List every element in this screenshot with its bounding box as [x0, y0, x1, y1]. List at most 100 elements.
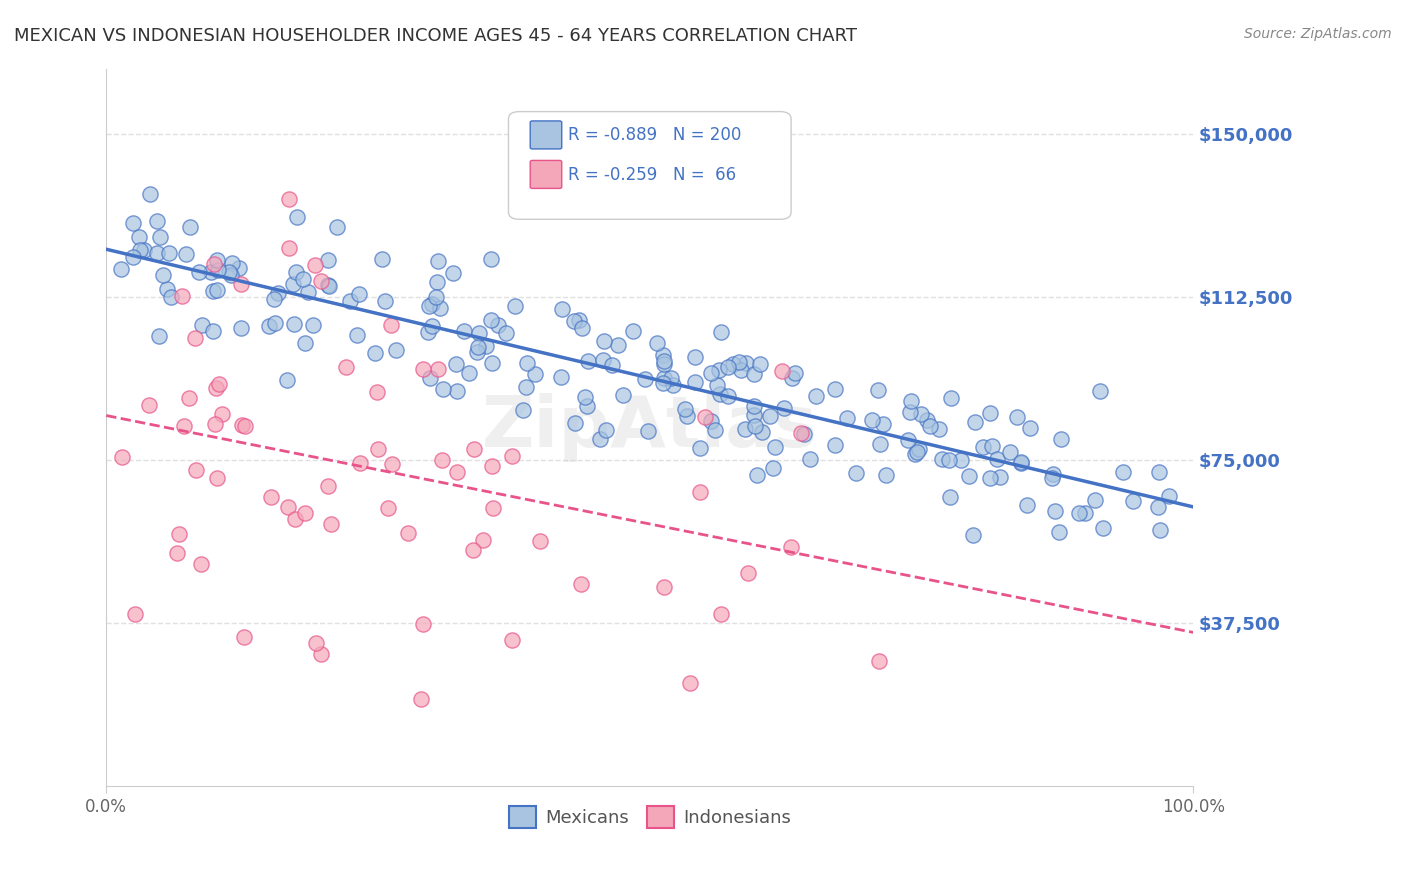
Point	[446, 384, 468, 399]
Point	[868, 654, 890, 668]
Point	[121, 250, 143, 264]
Point	[575, 400, 598, 414]
Point	[463, 442, 485, 456]
Point	[229, 277, 252, 291]
Point	[675, 409, 697, 423]
Point	[512, 402, 534, 417]
Point	[318, 278, 340, 293]
Point	[202, 257, 225, 271]
Point	[309, 648, 332, 662]
Point	[1088, 384, 1111, 398]
Point	[972, 440, 994, 454]
Point	[592, 334, 614, 348]
Point	[824, 382, 846, 396]
Point	[374, 294, 396, 309]
Point	[381, 457, 404, 471]
Point	[294, 336, 316, 351]
Point	[267, 286, 290, 301]
Point	[380, 318, 402, 332]
Point	[742, 408, 765, 422]
Point	[652, 376, 675, 390]
Point	[422, 297, 444, 311]
FancyBboxPatch shape	[530, 161, 562, 188]
Point	[938, 453, 960, 467]
Point	[475, 339, 498, 353]
Point	[568, 313, 591, 327]
Point	[897, 433, 920, 447]
Point	[1042, 467, 1064, 481]
Point	[988, 470, 1011, 484]
Point	[824, 438, 846, 452]
Point	[683, 376, 706, 390]
Point	[284, 512, 307, 526]
Point	[349, 456, 371, 470]
Point	[453, 324, 475, 338]
Point	[524, 367, 547, 381]
Point	[735, 356, 758, 370]
Point	[458, 367, 481, 381]
Point	[728, 355, 751, 369]
Point	[200, 265, 222, 279]
Point	[429, 301, 451, 315]
Point	[444, 357, 467, 371]
Point	[860, 413, 883, 427]
Point	[737, 566, 759, 580]
Point	[297, 285, 319, 299]
Point	[202, 284, 225, 298]
Point	[204, 381, 226, 395]
Point	[979, 470, 1001, 484]
Point	[730, 363, 752, 377]
Point	[963, 415, 986, 429]
Point	[721, 357, 744, 371]
Point	[529, 533, 551, 548]
Point	[898, 405, 921, 419]
Point	[1159, 489, 1181, 503]
Point	[277, 241, 299, 255]
Point	[157, 246, 180, 260]
Point	[134, 243, 156, 257]
Point	[283, 317, 305, 331]
Point	[689, 441, 711, 455]
Point	[285, 265, 308, 279]
Point	[920, 418, 942, 433]
Point	[177, 391, 200, 405]
Text: R = -0.889   N = 200: R = -0.889 N = 200	[568, 127, 741, 145]
Text: MEXICAN VS INDONESIAN HOUSEHOLDER INCOME AGES 45 - 64 YEARS CORRELATION CHART: MEXICAN VS INDONESIAN HOUSEHOLDER INCOME…	[14, 27, 858, 45]
Point	[321, 517, 343, 532]
Point	[385, 343, 408, 358]
Point	[347, 286, 370, 301]
Point	[868, 383, 890, 397]
Point	[612, 388, 634, 402]
Point	[277, 500, 299, 514]
Point	[124, 607, 146, 622]
Point	[1019, 421, 1042, 435]
Point	[704, 423, 727, 437]
Point	[979, 406, 1001, 420]
Point	[652, 354, 675, 368]
Point	[202, 324, 225, 338]
Point	[790, 425, 813, 440]
Point	[1050, 432, 1073, 446]
Point	[257, 319, 280, 334]
Point	[377, 500, 399, 515]
Point	[486, 318, 509, 332]
Point	[339, 294, 361, 309]
Point	[904, 447, 927, 461]
Point	[1084, 493, 1107, 508]
Point	[907, 442, 929, 457]
Point	[780, 371, 803, 385]
Point	[111, 450, 134, 465]
Point	[959, 468, 981, 483]
Point	[872, 417, 894, 431]
Point	[780, 540, 803, 554]
Point	[316, 479, 339, 493]
Point	[146, 214, 169, 228]
Point	[606, 338, 628, 352]
Point	[1010, 455, 1032, 469]
Point	[652, 371, 675, 385]
Point	[905, 445, 928, 459]
Point	[371, 252, 394, 266]
Point	[574, 390, 596, 404]
Point	[446, 465, 468, 479]
Point	[1015, 498, 1038, 512]
